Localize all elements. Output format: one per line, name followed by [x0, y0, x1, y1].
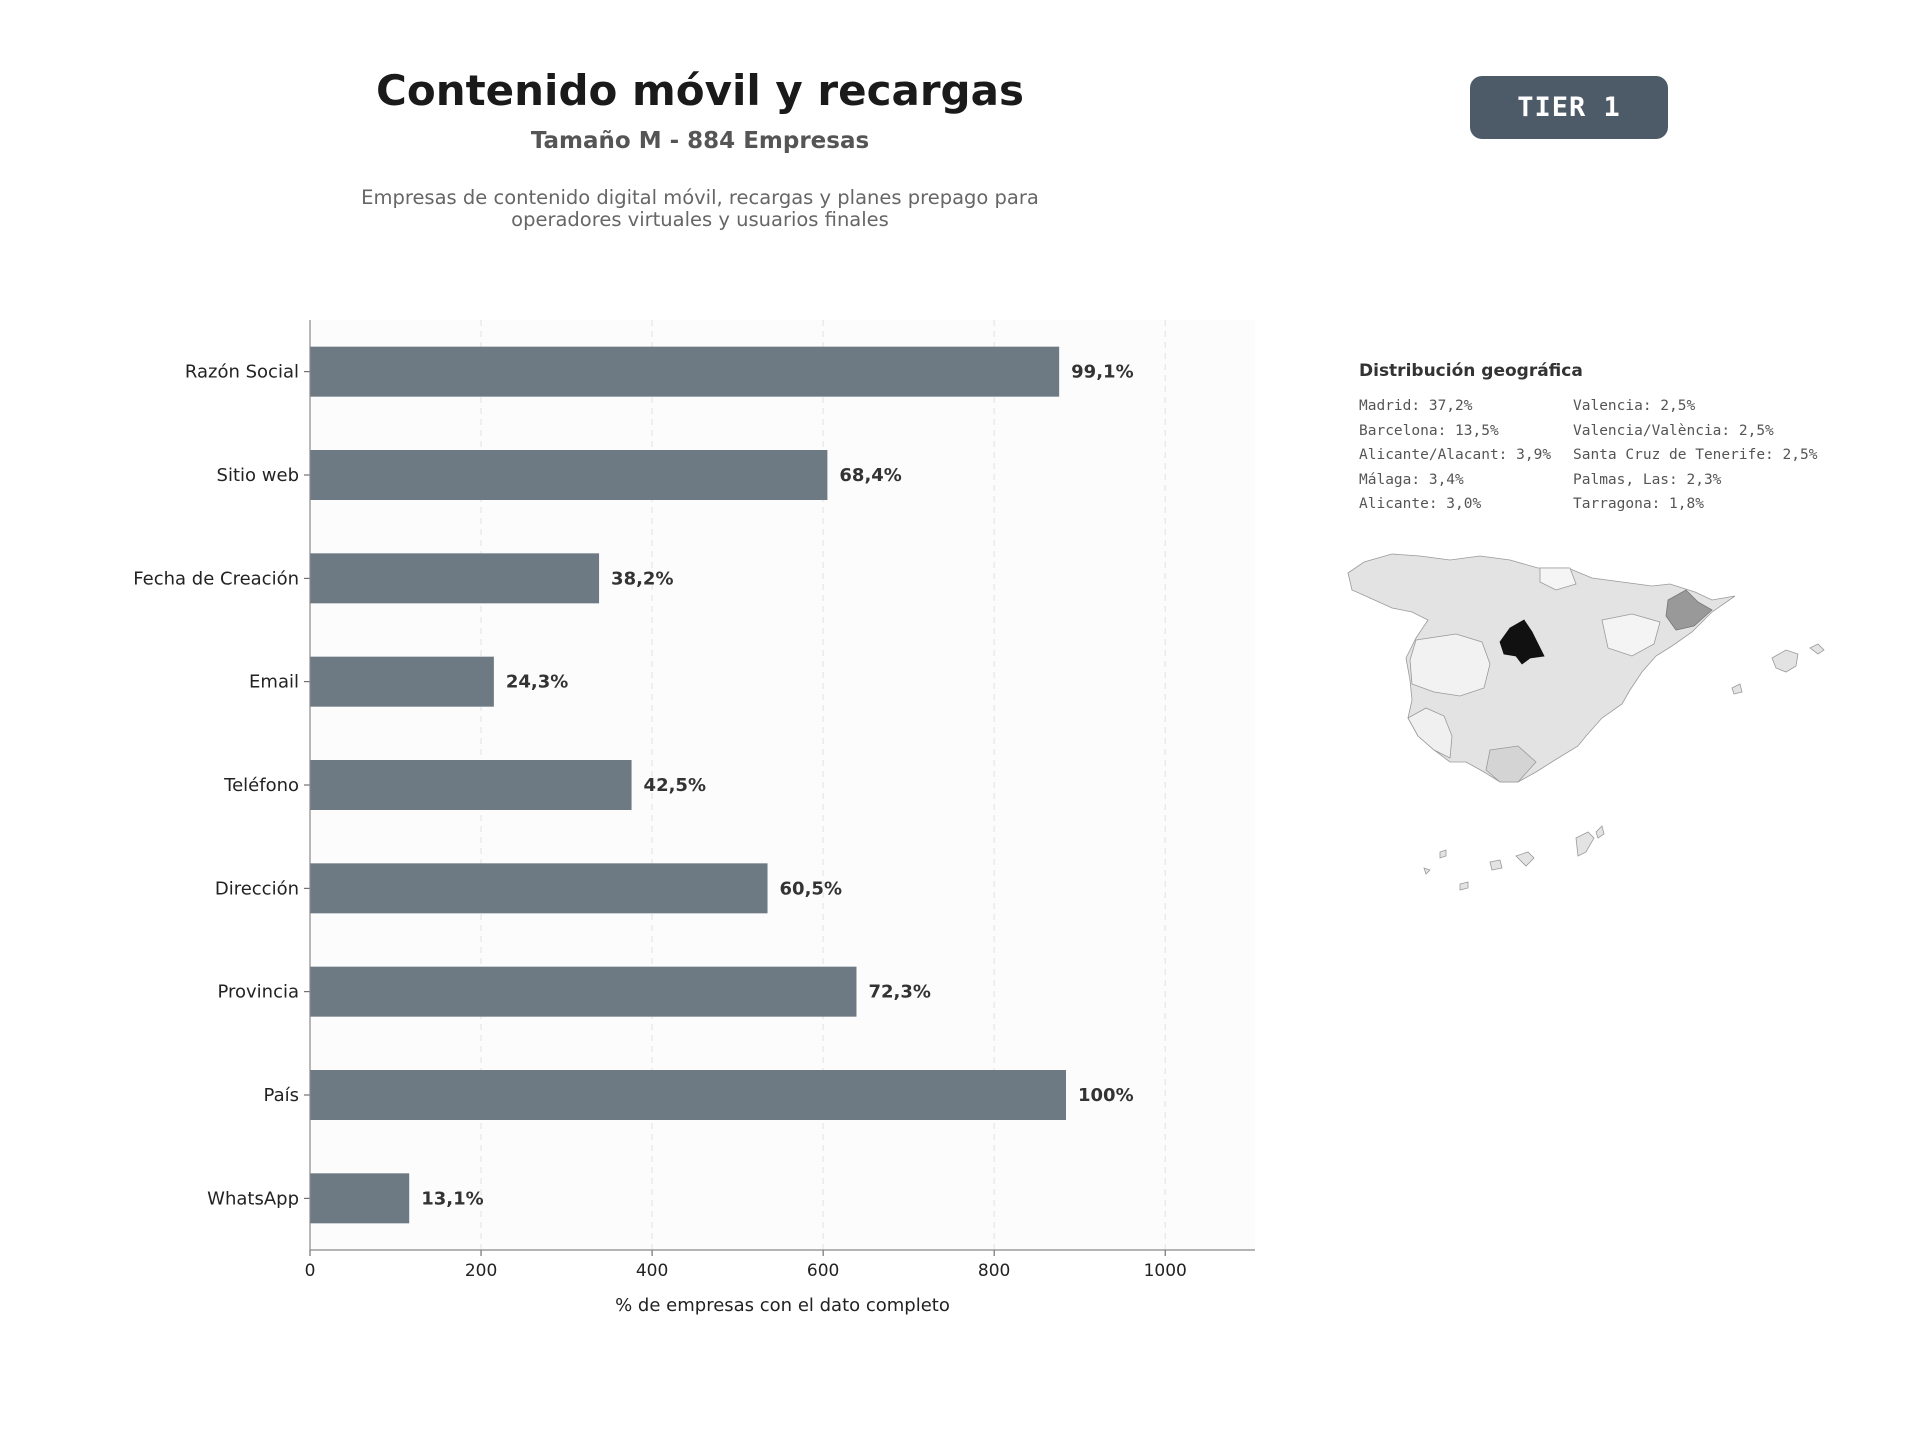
category-label: País	[264, 1085, 299, 1106]
geo-entry: Santa Cruz de Tenerife: 2,5%	[1573, 447, 1818, 463]
description-line: operadores virtuales y usuarios finales	[511, 208, 889, 231]
bar	[310, 346, 1060, 397]
category-label: Fecha de Creación	[133, 568, 299, 589]
map-region-south	[1485, 745, 1537, 783]
category-label: Sitio web	[217, 465, 299, 486]
map-balearics	[1731, 643, 1825, 695]
bar	[310, 656, 494, 707]
geo-title: Distribución geográfica	[1359, 361, 1583, 381]
geo-list: Madrid: 37,2% Valencia: 2,5% Barcelona: …	[1359, 398, 1833, 512]
bar	[310, 553, 600, 604]
bar	[310, 1070, 1066, 1120]
x-tick-label: 600	[807, 1261, 839, 1281]
data-label: 60,5%	[780, 878, 842, 899]
category-label: Razón Social	[185, 362, 299, 383]
page-subtitle: Tamaño M - 884 Empresas	[530, 128, 870, 154]
geo-entry: Alicante/Alacant: 3,9%	[1359, 447, 1552, 463]
geo-entry: Valencia/València: 2,5%	[1573, 422, 1774, 439]
x-tick-label: 800	[978, 1261, 1010, 1281]
geo-entry: Málaga: 3,4%	[1359, 471, 1464, 488]
geo-entry: Tarragona: 1,8%	[1573, 496, 1704, 512]
category-label: Email	[249, 672, 299, 693]
data-label: 68,4%	[839, 465, 901, 486]
map-province-barcelona	[1665, 589, 1713, 631]
bar	[310, 966, 857, 1017]
page-title: Contenido móvil y recargas	[376, 66, 1024, 115]
data-label: 42,5%	[644, 775, 706, 796]
map-provinces	[1347, 553, 1825, 891]
x-tick-label: 1000	[1144, 1261, 1187, 1281]
x-tick-label: 0	[305, 1261, 316, 1281]
map-region-east	[1601, 613, 1661, 657]
x-tick-label: 200	[465, 1261, 497, 1281]
map-region-southwest	[1407, 707, 1453, 759]
geo-entry: Barcelona: 13,5%	[1359, 422, 1499, 439]
geo-entry: Valencia: 2,5%	[1573, 398, 1696, 414]
data-label: 72,3%	[868, 982, 930, 1003]
data-label: 99,1%	[1071, 362, 1133, 383]
bar-chart: 0 200 400 600 800 1000 Razón Social 99,1% Sitio …	[133, 320, 1255, 1316]
x-axis-title: % de empresas con el dato completo	[615, 1295, 950, 1316]
category-label: Teléfono	[223, 775, 299, 796]
data-label: 13,1%	[421, 1188, 483, 1209]
x-tick-label: 400	[636, 1261, 668, 1281]
map-region-west	[1409, 633, 1491, 697]
geo-entry: Alicante: 3,0%	[1359, 496, 1482, 512]
category-label: WhatsApp	[207, 1188, 299, 1209]
bar	[310, 760, 632, 810]
page-description: Empresas de contenido digital móvil, rec…	[300, 187, 1100, 231]
bar	[310, 1173, 410, 1224]
tier-badge: TIER 1	[1470, 76, 1668, 139]
data-label: 100%	[1078, 1085, 1134, 1106]
category-label: Provincia	[217, 982, 299, 1003]
map-region-north	[1539, 567, 1577, 591]
map-mainland	[1347, 553, 1736, 783]
category-label: Dirección	[215, 878, 299, 899]
geo-entry: Palmas, Las: 2,3%	[1573, 471, 1722, 488]
description-line: Empresas de contenido digital móvil, rec…	[361, 186, 1039, 209]
spain-map	[1347, 553, 1825, 891]
bar	[310, 863, 768, 914]
geo-entry: Madrid: 37,2%	[1359, 398, 1473, 414]
map-canaries	[1423, 825, 1605, 891]
map-province-madrid	[1499, 619, 1545, 665]
data-label: 38,2%	[611, 568, 673, 589]
bar	[310, 450, 828, 500]
data-label: 24,3%	[506, 672, 568, 693]
